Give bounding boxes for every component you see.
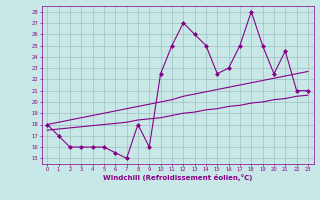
X-axis label: Windchill (Refroidissement éolien,°C): Windchill (Refroidissement éolien,°C)	[103, 174, 252, 181]
